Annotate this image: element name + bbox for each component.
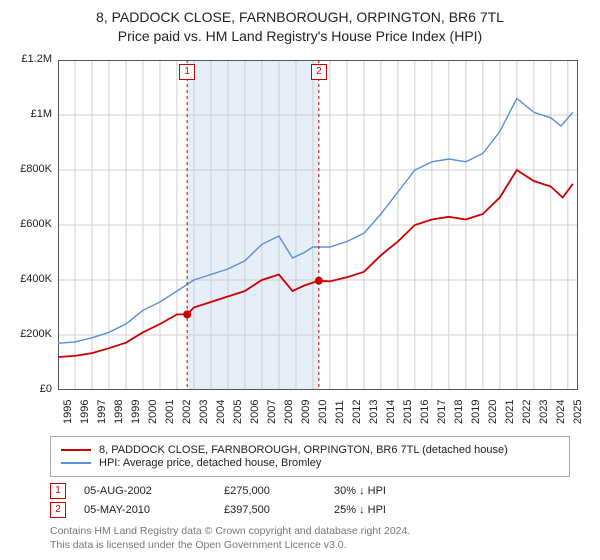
sale-marker: [315, 276, 323, 284]
x-axis-label: 2015: [402, 399, 414, 423]
x-axis-label: 2018: [453, 399, 465, 423]
chart-title: 8, PADDOCK CLOSE, FARNBOROUGH, ORPINGTON…: [10, 8, 590, 46]
y-axis-label: £0: [12, 383, 52, 395]
x-axis-label: 2007: [266, 399, 278, 423]
x-axis-label: 1997: [96, 399, 108, 423]
x-axis-label: 2002: [181, 399, 193, 423]
x-axis-label: 2022: [521, 399, 533, 423]
legend-swatch: [61, 462, 91, 464]
x-axis-label: 2008: [283, 399, 295, 423]
chart-svg: [58, 60, 578, 390]
x-axis-label: 1995: [62, 399, 74, 423]
transaction-row: 2 05-MAY-2010£397,50025% ↓ HPI: [50, 502, 570, 518]
title-line-2: Price paid vs. HM Land Registry's House …: [10, 27, 590, 46]
chart-container: 8, PADDOCK CLOSE, FARNBOROUGH, ORPINGTON…: [0, 0, 600, 560]
x-axis-label: 2024: [555, 399, 567, 423]
transaction-date: 05-MAY-2010: [84, 504, 224, 516]
footnote: Contains HM Land Registry data © Crown c…: [50, 524, 590, 552]
event-marker: 2: [311, 64, 327, 80]
y-axis-label: £1M: [12, 108, 52, 120]
y-axis-label: £800K: [12, 163, 52, 175]
legend-label: HPI: Average price, detached house, Brom…: [99, 457, 321, 469]
transaction-price: £397,500: [224, 504, 334, 516]
sale-marker: [183, 310, 191, 318]
x-axis-label: 2016: [419, 399, 431, 423]
footnote-line-1: Contains HM Land Registry data © Crown c…: [50, 524, 590, 538]
x-axis-label: 2009: [300, 399, 312, 423]
x-axis-label: 2020: [487, 399, 499, 423]
title-line-1: 8, PADDOCK CLOSE, FARNBOROUGH, ORPINGTON…: [10, 8, 590, 27]
x-axis-label: 2006: [249, 399, 261, 423]
y-axis-label: £1.2M: [12, 53, 52, 65]
x-axis-label: 2010: [317, 399, 329, 423]
x-axis-label: 1996: [79, 399, 91, 423]
x-axis-label: 2019: [470, 399, 482, 423]
x-axis-label: 2004: [215, 399, 227, 423]
legend-swatch: [61, 449, 91, 451]
transaction-delta: 30% ↓ HPI: [334, 485, 434, 497]
y-axis-label: £600K: [12, 218, 52, 230]
legend-row: HPI: Average price, detached house, Brom…: [61, 457, 559, 469]
transaction-table: 1 05-AUG-2002£275,00030% ↓ HPI 2 05-MAY-201…: [50, 483, 570, 518]
transaction-marker: 1: [50, 483, 66, 499]
y-axis-label: £400K: [12, 273, 52, 285]
chart-area: £0 £200K £400K £600K £800K £1M £1.2M 1995 1996 19…: [10, 50, 590, 430]
transaction-price: £275,000: [224, 485, 334, 497]
x-axis-label: 2014: [385, 399, 397, 423]
legend: 8, PADDOCK CLOSE, FARNBOROUGH, ORPINGTON…: [50, 436, 570, 477]
x-axis-label: 2025: [572, 399, 584, 423]
event-marker: 1: [179, 64, 195, 80]
transaction-date: 05-AUG-2002: [84, 485, 224, 497]
x-axis-label: 2011: [334, 400, 346, 424]
x-axis-label: 2000: [147, 399, 159, 423]
x-axis-label: 2012: [351, 399, 363, 423]
x-axis-label: 2021: [504, 399, 516, 423]
x-axis-label: 2003: [198, 399, 210, 423]
x-axis-label: 1999: [130, 399, 142, 423]
x-axis-label: 2017: [436, 399, 448, 423]
x-axis-label: 2013: [368, 399, 380, 423]
x-axis-label: 2005: [232, 399, 244, 423]
legend-row: 8, PADDOCK CLOSE, FARNBOROUGH, ORPINGTON…: [61, 444, 559, 456]
y-axis-label: £200K: [12, 328, 52, 340]
x-axis-label: 1998: [113, 399, 125, 423]
x-axis-label: 2001: [164, 399, 176, 423]
x-axis-label: 2023: [538, 399, 550, 423]
footnote-line-2: This data is licensed under the Open Gov…: [50, 538, 590, 552]
legend-label: 8, PADDOCK CLOSE, FARNBOROUGH, ORPINGTON…: [99, 444, 508, 456]
transaction-marker: 2: [50, 502, 66, 518]
transaction-delta: 25% ↓ HPI: [334, 504, 434, 516]
transaction-row: 1 05-AUG-2002£275,00030% ↓ HPI: [50, 483, 570, 499]
